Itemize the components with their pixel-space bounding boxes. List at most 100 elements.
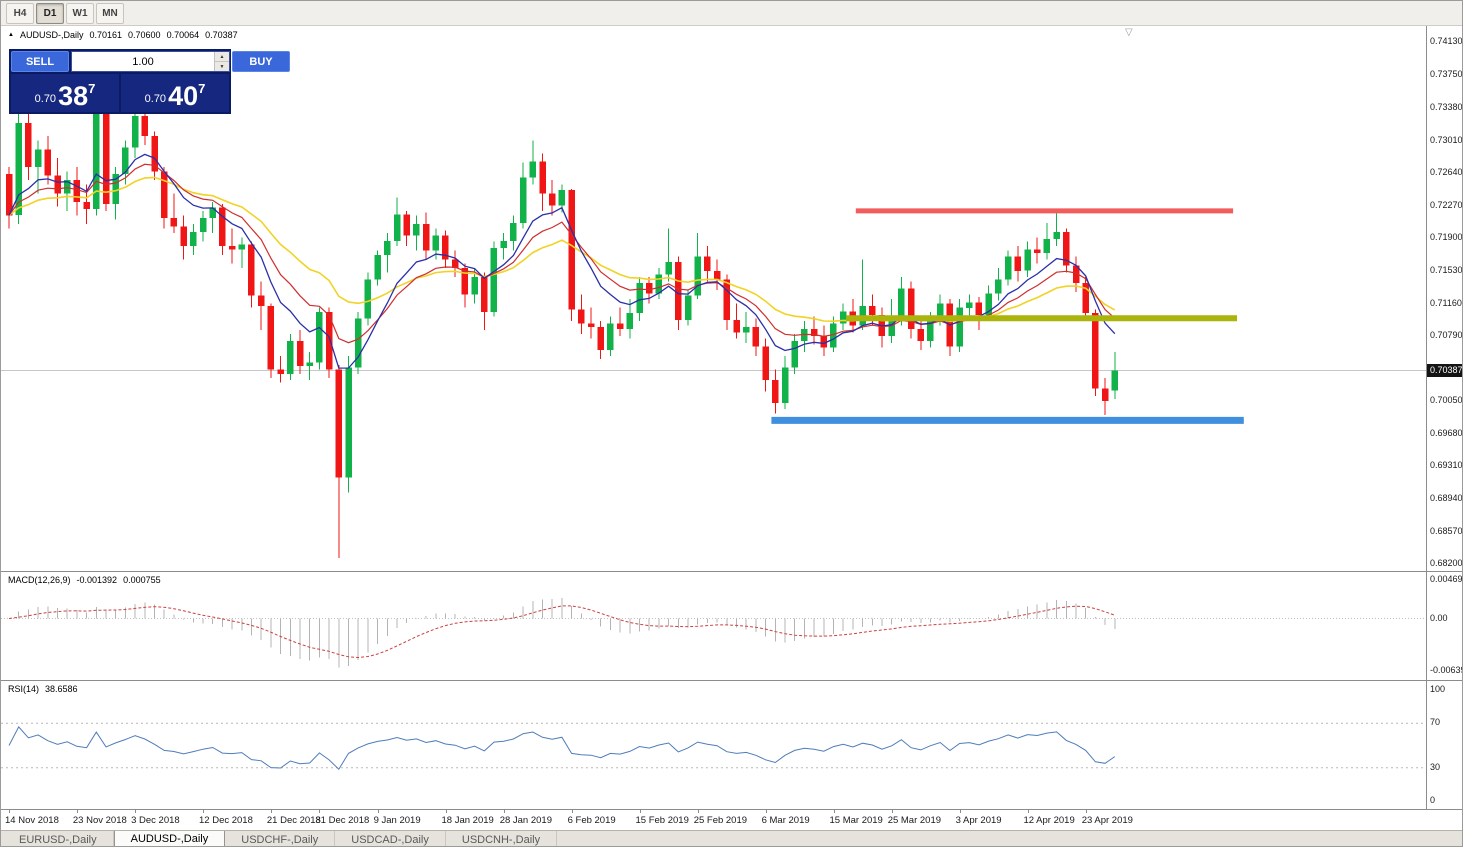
- ohlc-close: 0.70387: [205, 30, 238, 40]
- date-axis-label: 18 Jan 2019: [441, 815, 494, 826]
- current-price-badge: 0.70387: [1427, 364, 1462, 377]
- macd-axis-label: 0.004694: [1430, 574, 1463, 584]
- date-axis-label: 21 Dec 2018: [266, 815, 321, 826]
- date-tick: [959, 810, 961, 813]
- volume-up-icon[interactable]: ▲: [215, 52, 229, 62]
- rsi-label: RSI(14): [8, 684, 40, 694]
- ohlc-open: 0.70161: [89, 30, 123, 40]
- price-axis-label: 0.73380: [1430, 102, 1463, 112]
- rsi-axis-label: 70: [1430, 717, 1441, 728]
- price-axis-label: 0.68570: [1430, 525, 1463, 536]
- timeframe-toolbar: H4 D1 W1 MN: [1, 1, 1462, 26]
- macd-signal-value: 0.000755: [123, 575, 161, 585]
- date-tick: [445, 810, 447, 813]
- date-axis-label: 25 Feb 2019: [693, 815, 748, 826]
- chart-tab-usdcnh[interactable]: USDCNH-,Daily: [446, 831, 558, 846]
- ask-price-pip: 7: [198, 81, 206, 96]
- macd-main-value: -0.001392: [76, 575, 118, 585]
- bid-price-panel[interactable]: 0.70 38 7: [11, 74, 119, 112]
- ask-price-panel[interactable]: 0.70 40 7: [121, 74, 229, 112]
- rsi-axis-label: 30: [1430, 761, 1441, 772]
- sell-button[interactable]: SELL: [11, 51, 69, 72]
- price-axis-label: 0.70790: [1430, 330, 1463, 340]
- price-axis-label: 0.73010: [1430, 134, 1463, 145]
- timeframe-button-d1[interactable]: D1: [36, 2, 64, 24]
- chart-tab-usdcad[interactable]: USDCAD-,Daily: [335, 831, 446, 846]
- chart-tab-audusd[interactable]: AUDUSD-,Daily: [113, 831, 226, 846]
- price-axis-label: 0.71900: [1430, 232, 1463, 243]
- ask-price-prefix: 0.70: [144, 93, 167, 105]
- timeframe-button-w1[interactable]: W1: [66, 2, 94, 24]
- chart-tab-eurusd[interactable]: EURUSD-,Daily: [3, 831, 114, 846]
- date-tick: [203, 810, 204, 813]
- date-tick: [377, 810, 379, 813]
- timeframe-button-h4[interactable]: H4: [6, 2, 34, 24]
- date-axis-label: 25 Mar 2019: [887, 815, 942, 826]
- date-axis-label: 12 Dec 2018: [199, 815, 253, 826]
- candlestick-chart[interactable]: ▲ AUDUSD-,Daily 0.70161 0.70600 0.70064 …: [1, 26, 1426, 571]
- rsi-indicator-panel[interactable]: RSI(14) 38.6586: [1, 680, 1426, 809]
- rsi-title: RSI(14) 38.6586: [8, 684, 78, 694]
- price-axis-label: 0.68200: [1430, 558, 1463, 569]
- date-tick: [891, 810, 893, 813]
- price-axis[interactable]: 0.70387 0.74130 0.73750 0.73380 0.73010 0.72…: [1426, 26, 1463, 809]
- date-tick: [9, 810, 10, 813]
- symbol-arrow-icon: ▲: [8, 31, 14, 38]
- date-axis-label: 23 Nov 2018: [72, 815, 127, 826]
- rsi-axis-label: 100: [1430, 684, 1446, 694]
- bid-price-main: 38: [58, 81, 89, 111]
- date-axis[interactable]: 14 Nov 2018 23 Nov 2018 3 Dec 2018 12 Dec 2…: [1, 809, 1462, 831]
- date-tick: [697, 810, 699, 813]
- date-tick: [1027, 810, 1029, 813]
- chart-title: ▲ AUDUSD-,Daily 0.70161 0.70600 0.70064 …: [8, 30, 238, 40]
- date-axis-label: 14 Nov 2018: [5, 815, 59, 826]
- price-axis-label: 0.69310: [1430, 460, 1463, 471]
- macd-axis-label: -0.00639: [1430, 665, 1463, 675]
- date-tick: [503, 810, 505, 813]
- date-axis-label: 9 Jan 2019: [373, 815, 421, 826]
- panel-separator: [1427, 571, 1462, 572]
- date-tick: [270, 810, 272, 813]
- date-tick: [1085, 810, 1087, 813]
- date-axis-label: 3 Apr 2019: [955, 815, 1002, 826]
- chart-shift-icon: ▽: [1125, 27, 1133, 38]
- chart-tab-usdchf[interactable]: USDCHF-,Daily: [225, 831, 336, 846]
- buy-button[interactable]: BUY: [232, 51, 290, 72]
- date-tick: [765, 810, 767, 813]
- date-tick: [639, 810, 641, 813]
- date-axis-label: 23 Apr 2019: [1081, 815, 1133, 826]
- date-axis-label: 15 Mar 2019: [829, 815, 883, 826]
- date-tick: [833, 810, 835, 813]
- price-axis-label: 0.72270: [1430, 199, 1463, 210]
- rsi-axis-label: 0: [1430, 795, 1436, 805]
- volume-spinner: ▲ ▼: [214, 52, 229, 71]
- timeframe-button-mn[interactable]: MN: [96, 2, 124, 24]
- bid-price-pip: 7: [88, 81, 96, 96]
- macd-indicator-panel[interactable]: MACD(12,26,9) -0.001392 0.000755: [1, 571, 1426, 680]
- volume-field: ▲ ▼: [71, 51, 230, 72]
- one-click-trading-panel: SELL ▲ ▼ BUY 0.70 38 7 0.70: [9, 49, 290, 114]
- price-axis-label: 0.69680: [1430, 427, 1463, 438]
- bid-price-prefix: 0.70: [34, 93, 57, 105]
- price-axis-label: 0.71160: [1430, 297, 1462, 308]
- panel-separator: [1427, 680, 1462, 681]
- macd-title: MACD(12,26,9) -0.001392 0.000755: [8, 575, 161, 585]
- price-axis-label: 0.73750: [1430, 69, 1463, 80]
- volume-down-icon[interactable]: ▼: [215, 62, 229, 71]
- date-tick: [571, 810, 573, 813]
- macd-label: MACD(12,26,9): [8, 575, 71, 585]
- chart-symbol-label: AUDUSD-,Daily: [19, 30, 84, 40]
- volume-input[interactable]: [72, 52, 214, 71]
- date-axis-label: 28 Jan 2019: [499, 815, 552, 826]
- rsi-value: 38.6586: [45, 684, 78, 694]
- date-tick: [319, 810, 321, 813]
- price-axis-label: 0.71530: [1430, 264, 1463, 275]
- date-axis-label: 15 Feb 2019: [635, 815, 689, 826]
- price-axis-label: 0.70050: [1430, 395, 1463, 406]
- date-axis-label: 3 Dec 2018: [131, 815, 180, 826]
- date-axis-label: 12 Apr 2019: [1023, 815, 1075, 826]
- ohlc-high: 0.70600: [128, 30, 161, 40]
- chart-tab-bar: EURUSD-,Daily AUDUSD-,Daily USDCHF-,Daily U…: [1, 830, 1462, 846]
- price-axis-label: 0.68940: [1430, 492, 1463, 503]
